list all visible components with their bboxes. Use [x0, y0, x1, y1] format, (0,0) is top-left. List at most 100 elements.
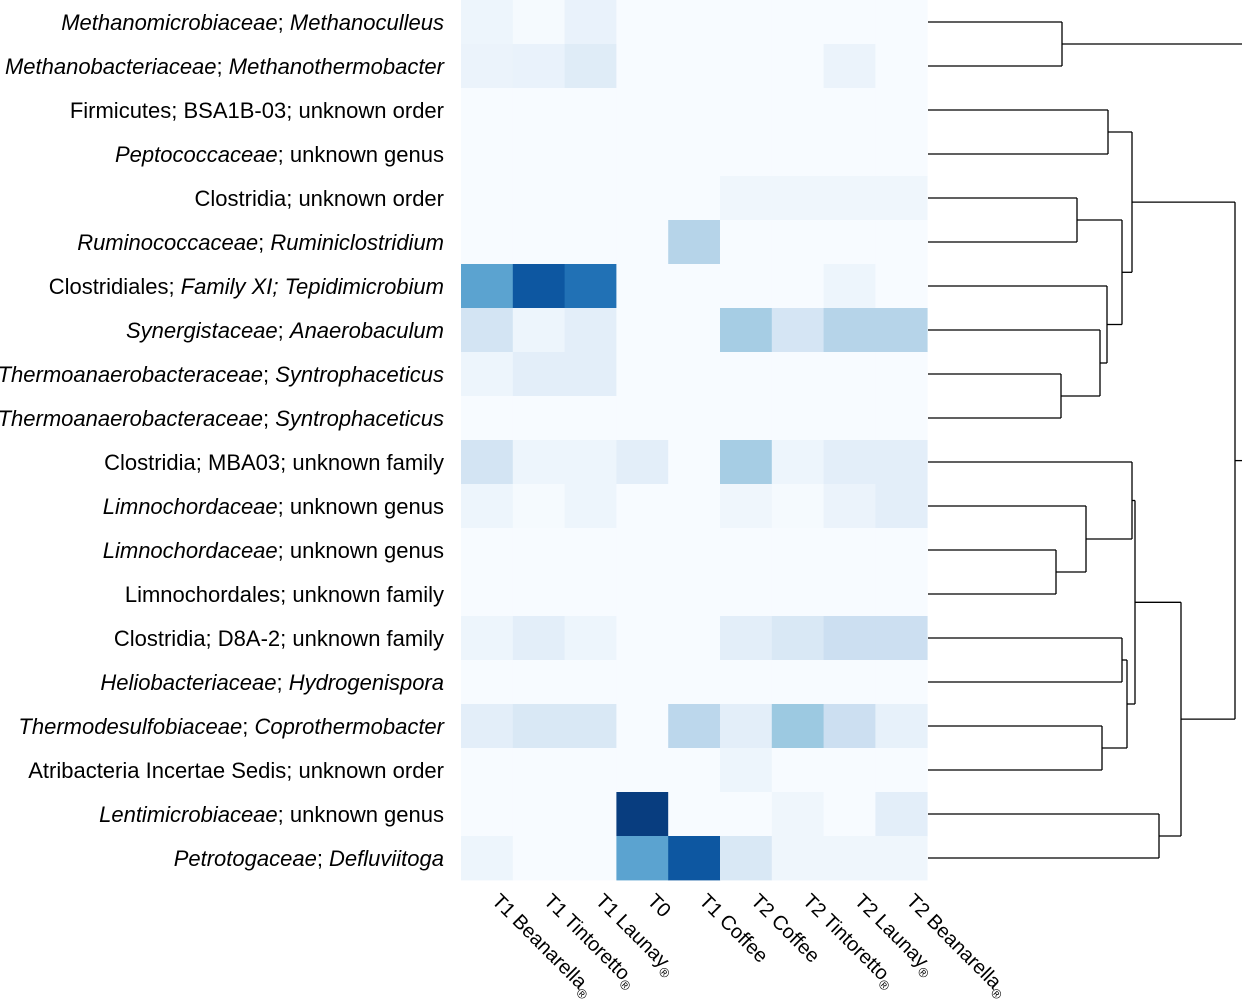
heatmap-cell — [564, 176, 617, 221]
heatmap-cell — [461, 44, 514, 89]
row-label: Methanomicrobiaceae; Methanoculleus — [61, 10, 444, 35]
heatmap-cell — [668, 0, 721, 45]
row-label: Peptococcaceae; unknown genus — [115, 142, 444, 167]
heatmap-cell — [668, 264, 721, 309]
heatmap-cell — [616, 264, 669, 309]
heatmap-cell — [461, 308, 514, 353]
heatmap-cell — [771, 396, 824, 441]
heatmap-cell — [668, 836, 721, 881]
heatmap-cell — [461, 528, 514, 573]
heatmap-cell — [668, 660, 721, 705]
heatmap-cell — [720, 528, 773, 573]
heatmap-cell — [720, 132, 773, 177]
heatmap-cell — [720, 704, 773, 749]
heatmap-cell — [461, 264, 514, 309]
heatmap-cell — [512, 308, 565, 353]
heatmap-cell — [461, 748, 514, 793]
heatmap-cell — [771, 528, 824, 573]
heatmap-cell — [512, 396, 565, 441]
heatmap-cell — [771, 748, 824, 793]
row-label: Limnochordaceae; unknown genus — [103, 494, 444, 519]
heatmap-cell — [823, 352, 876, 397]
column-label: T0 — [643, 890, 675, 922]
heatmap-cell — [771, 704, 824, 749]
heatmap-cell — [875, 572, 928, 617]
heatmap-cell — [875, 396, 928, 441]
row-label: Clostridia; unknown order — [195, 186, 444, 211]
row-label: Clostridiales; Family XI; Tepidimicrobiu… — [49, 274, 444, 299]
heatmap-cell — [512, 352, 565, 397]
heatmap-cell — [720, 308, 773, 353]
heatmap-cell — [564, 660, 617, 705]
heatmap-cell — [771, 264, 824, 309]
heatmap-cell — [823, 220, 876, 265]
heatmap-cell — [512, 176, 565, 221]
heatmap-cell — [720, 352, 773, 397]
heatmap-cell — [823, 264, 876, 309]
heatmap-cell — [771, 132, 824, 177]
heatmap-cell — [823, 660, 876, 705]
heatmap-cell — [720, 44, 773, 89]
heatmap-cell — [564, 836, 617, 881]
heatmap-cell — [616, 748, 669, 793]
heatmap-cell — [875, 308, 928, 353]
heatmap-cell — [616, 528, 669, 573]
row-label: Lentimicrobiaceae; unknown genus — [99, 802, 444, 827]
heatmap-cell — [875, 748, 928, 793]
heatmap-cell — [720, 836, 773, 881]
heatmap-cell — [771, 660, 824, 705]
heatmap-cell — [512, 792, 565, 837]
row-labels: Methanomicrobiaceae; Methanoculleus Metha… — [0, 10, 446, 871]
heatmap-cell — [616, 352, 669, 397]
heatmap-cell — [875, 88, 928, 133]
heatmap-cell — [823, 440, 876, 485]
heatmap-cell — [564, 132, 617, 177]
heatmap-cell — [616, 484, 669, 529]
heatmap-cell — [668, 132, 721, 177]
row-label: Firmicutes; BSA1B-03; unknown order — [70, 98, 444, 123]
heatmap-cell — [771, 572, 824, 617]
heatmap-cell — [823, 44, 876, 89]
heatmap-cell — [564, 396, 617, 441]
heatmap-cell — [875, 528, 928, 573]
heatmap-cell — [616, 396, 669, 441]
heatmap-cell — [823, 836, 876, 881]
row-label: Methanobacteriaceae; Methanothermobacter — [5, 54, 446, 79]
heatmap-cell — [771, 308, 824, 353]
row-label: Ruminococcaceae; Ruminiclostridium — [77, 230, 444, 255]
heatmap-cell — [875, 792, 928, 837]
heatmap-cell — [564, 704, 617, 749]
heatmap-cell — [720, 748, 773, 793]
column-labels: T1 Beanarella®T1 Tintoretto®T1 Launay®T0… — [487, 890, 1006, 1003]
heatmap-cell — [823, 748, 876, 793]
heatmap-cell — [875, 484, 928, 529]
heatmap-cell — [668, 528, 721, 573]
heatmap-cell — [564, 0, 617, 45]
heatmap-cell — [512, 748, 565, 793]
heatmap-cell — [461, 572, 514, 617]
heatmap-cell — [875, 264, 928, 309]
heatmap-cell — [512, 264, 565, 309]
heatmap-cell — [461, 440, 514, 485]
heatmap-cell — [512, 660, 565, 705]
heatmap-cell — [564, 748, 617, 793]
heatmap-cell — [875, 616, 928, 661]
heatmap-cell — [823, 528, 876, 573]
heatmap-cell — [668, 440, 721, 485]
heatmap-cell — [823, 572, 876, 617]
heatmap-cell — [875, 352, 928, 397]
row-label: Heliobacteriaceae; Hydrogenispora — [100, 670, 444, 695]
heatmap-cell — [771, 836, 824, 881]
heatmap-cell — [616, 572, 669, 617]
heatmap-cell — [823, 88, 876, 133]
heatmap-cell — [616, 220, 669, 265]
heatmap-cell — [668, 308, 721, 353]
heatmap-cell — [720, 484, 773, 529]
heatmap-cell — [668, 748, 721, 793]
heatmap-cell — [720, 220, 773, 265]
heatmap-cell — [616, 176, 669, 221]
heatmap-cell — [461, 220, 514, 265]
row-dendrogram — [928, 21, 1242, 859]
heatmap-cell — [461, 616, 514, 661]
